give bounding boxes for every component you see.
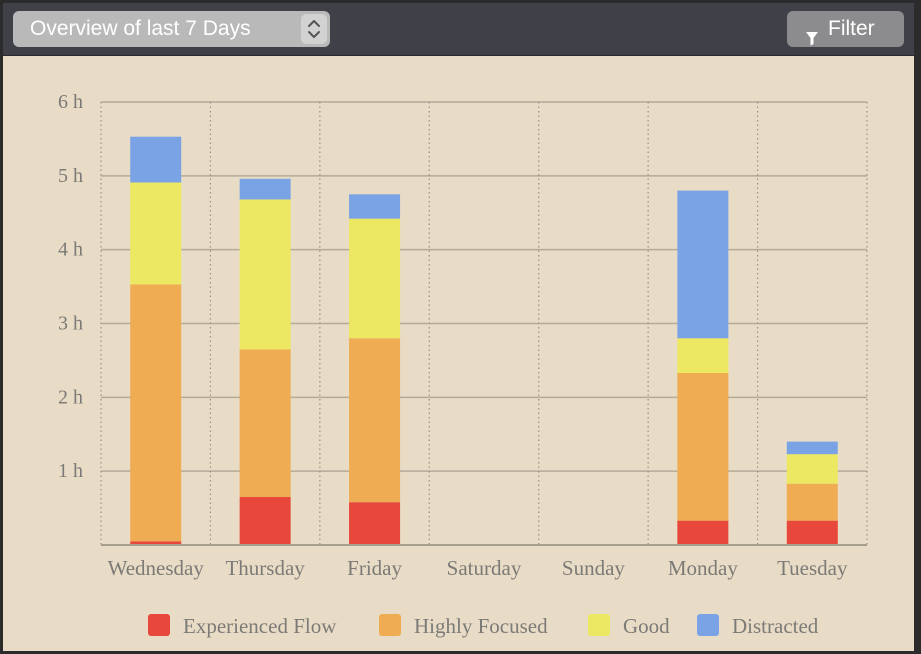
bar-distracted xyxy=(786,441,838,455)
funnel-icon xyxy=(805,22,819,58)
bar-distracted xyxy=(130,136,182,183)
bar-distracted xyxy=(349,194,401,219)
bar-distracted xyxy=(677,190,729,339)
range-select-label: Overview of last 7 Days xyxy=(30,17,251,40)
chart-area: 1 h 2 h 3 h 4 h 5 h 6 h Wednesday Thursday Frida… xyxy=(3,56,914,651)
y-tick-label: 5 h xyxy=(58,165,83,187)
x-tick-label: Wednesday xyxy=(108,556,205,580)
chevron-up-down-icon[interactable] xyxy=(301,14,327,44)
bar-experienced-flow xyxy=(786,520,838,545)
x-tick-label: Saturday xyxy=(447,556,522,580)
x-tick-label: Tuesday xyxy=(777,556,848,580)
filter-button[interactable]: Filter xyxy=(787,11,904,47)
legend-swatch-experienced-flow xyxy=(148,614,170,636)
x-tick-label: Friday xyxy=(347,556,402,580)
legend-label: Distracted xyxy=(732,614,819,638)
bar-highly-focused xyxy=(239,349,291,498)
bar-experienced-flow xyxy=(130,541,182,545)
x-tick-label: Thursday xyxy=(225,556,305,580)
bar-highly-focused xyxy=(130,284,182,542)
bar-experienced-flow xyxy=(349,502,401,545)
bar-good xyxy=(130,182,182,285)
legend-swatch-highly-focused xyxy=(379,614,401,636)
bar-good xyxy=(786,454,838,484)
x-tick-label: Monday xyxy=(668,556,738,580)
toolbar: Overview of last 7 Days Filter xyxy=(3,3,914,56)
legend-label: Highly Focused xyxy=(414,614,548,638)
y-tick-label: 3 h xyxy=(58,313,83,335)
legend-swatch-good xyxy=(588,614,610,636)
range-select[interactable]: Overview of last 7 Days xyxy=(13,11,330,47)
bar-good xyxy=(239,199,291,350)
y-tick-label: 1 h xyxy=(58,460,83,482)
bar-good xyxy=(677,338,729,373)
filter-label: Filter xyxy=(828,17,875,40)
x-tick-label: Sunday xyxy=(562,556,626,580)
bar-experienced-flow xyxy=(677,520,729,545)
bar-experienced-flow xyxy=(239,497,291,545)
y-tick-label: 4 h xyxy=(58,239,83,261)
bar-good xyxy=(349,218,401,339)
bar-distracted xyxy=(239,178,291,200)
legend-swatch-distracted xyxy=(697,614,719,636)
y-tick-label: 2 h xyxy=(58,386,83,408)
focus-chart: 1 h 2 h 3 h 4 h 5 h 6 h Wednesday Thursday Frida… xyxy=(58,91,868,638)
legend-label: Experienced Flow xyxy=(183,614,337,638)
bar-highly-focused xyxy=(677,372,729,521)
bar-highly-focused xyxy=(786,483,838,521)
legend-label: Good xyxy=(623,614,670,638)
app-window: Overview of last 7 Days Filter 1 h 2 h 3 h… xyxy=(3,3,914,651)
bar-highly-focused xyxy=(349,338,401,503)
y-tick-label: 6 h xyxy=(58,91,83,113)
